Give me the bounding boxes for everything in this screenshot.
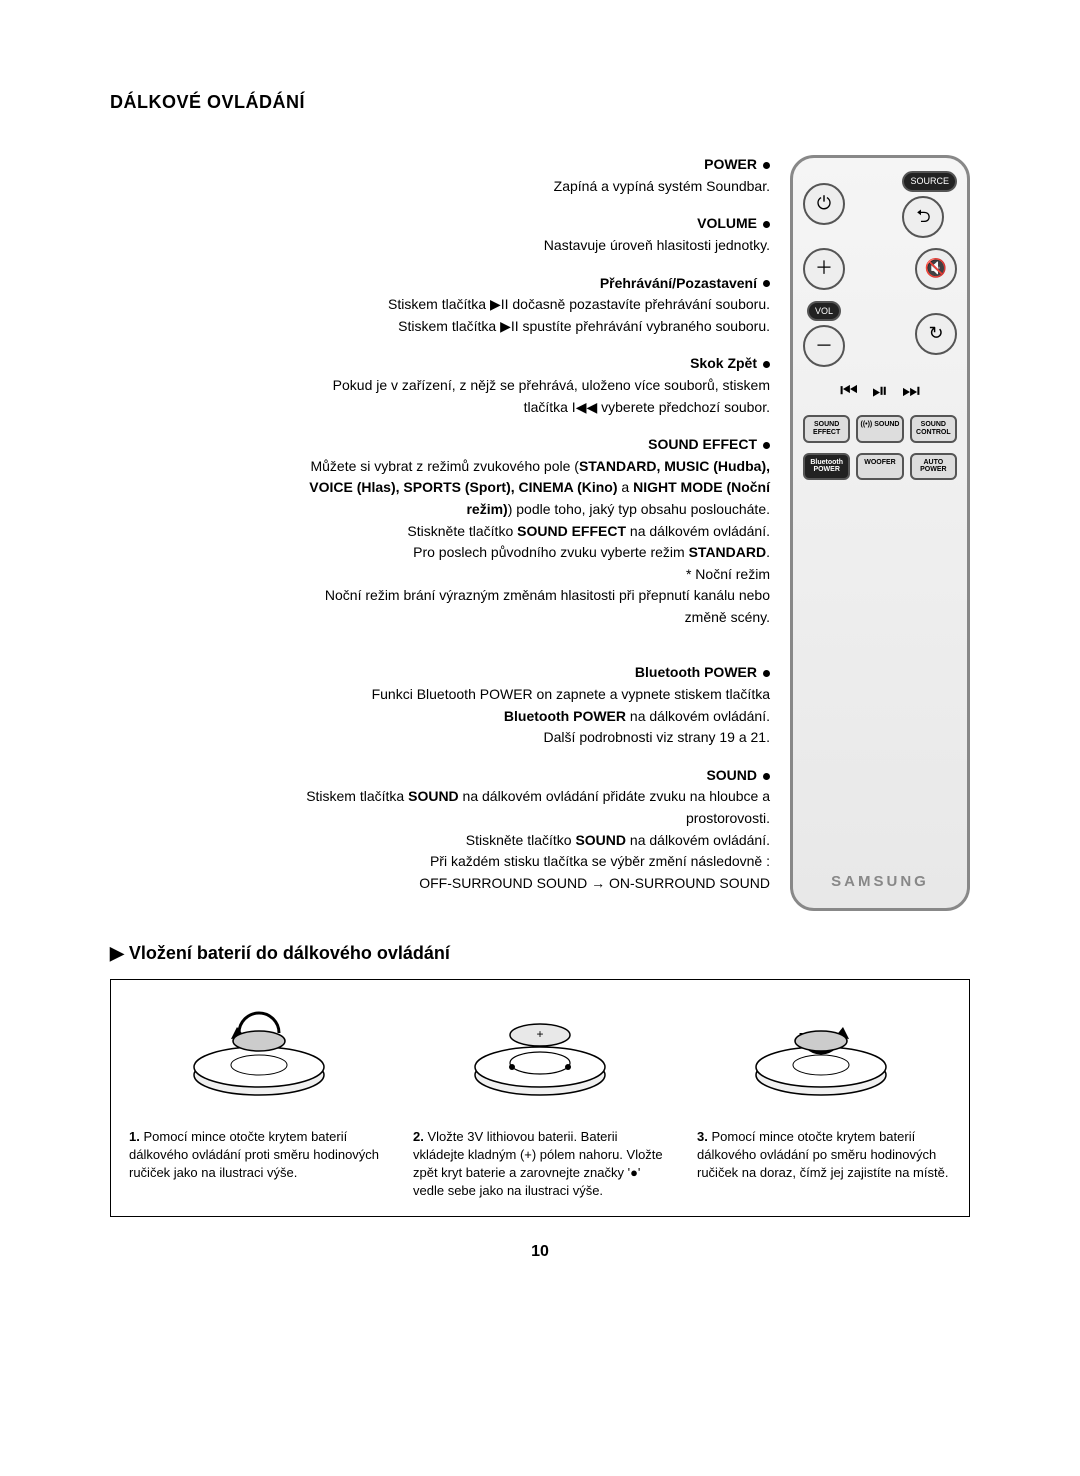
section-volume: VOLUME Nastavuje úroveň hlasitosti jedno… [110, 214, 770, 255]
remote-btn-woofer: WOOFER [856, 453, 903, 480]
volume-up-icon: ＋ [803, 248, 845, 290]
skip-back-icon: ⏮ [840, 377, 858, 405]
btpower-l1: Funkci Bluetooth POWER on zapnete a vypn… [110, 685, 770, 705]
section-playpause: Přehrávání/Pozastavení Stiskem tlačítka … [110, 274, 770, 337]
remote-btn-autopower: AUTO POWER [910, 453, 957, 480]
battery-image-2: + [410, 1000, 671, 1110]
remote-btn-soundeffect: SOUND EFFECT [803, 415, 850, 442]
bullet-icon [763, 773, 770, 780]
soundeffect-l2: VOICE (Hlas), SPORTS (Sport), CINEMA (Ki… [110, 478, 770, 498]
skipback-title: Skok Zpět [690, 355, 757, 371]
section-power: POWER Zapíná a vypíná systém Soundbar. [110, 155, 770, 196]
bullet-icon [763, 361, 770, 368]
battery-heading: ▶ Vložení baterií do dálkového ovládání [110, 941, 970, 966]
repeat-icon: ↻ [915, 313, 957, 355]
soundeffect-l1: Můžete si vybrat z režimů zvukového pole… [110, 457, 770, 477]
page-title: DÁLKOVÉ OVLÁDÁNÍ [110, 90, 970, 115]
source-icon: ⮌ [902, 196, 944, 238]
play-pause-icon: ⏯ [872, 377, 888, 405]
sound-title: SOUND [706, 767, 757, 783]
playpause-line1: Stiskem tlačítka ▶II dočasně pozastavíte… [110, 295, 770, 315]
skip-forward-icon: ⏭ [902, 377, 920, 405]
vol-label: VOL [807, 301, 841, 322]
page-number: 10 [110, 1241, 970, 1263]
battery-image-3 [690, 1000, 951, 1110]
battery-image-1 [129, 1000, 390, 1110]
mute-icon: 🔇 [915, 248, 957, 290]
svg-text:+: + [536, 1027, 543, 1041]
sound-l5: OFF-SURROUND SOUND → ON-SURROUND SOUND [110, 874, 770, 894]
section-btpower: Bluetooth POWER Funkci Bluetooth POWER o… [110, 663, 770, 747]
power-text: Zapíná a vypíná systém Soundbar. [110, 177, 770, 197]
remote-illustration: ⏻ SOURCE ⮌ ＋ 🔇 VOL － ↻ ⏮ ⏯ ⏭ SOUND EFFEC… [790, 155, 970, 911]
main-content: POWER Zapíná a vypíná systém Soundbar. V… [110, 155, 970, 911]
sound-l3: Stiskněte tlačítko SOUND na dálkovém ovl… [110, 831, 770, 851]
sound-l2: prostorovosti. [110, 809, 770, 829]
battery-step-2: 2. Vložte 3V lithiovou baterii. Baterii … [413, 1128, 667, 1201]
soundeffect-note2: Noční režim brání výrazným změnám hlasit… [110, 586, 770, 606]
soundeffect-title: SOUND EFFECT [648, 436, 757, 452]
sound-l1: Stiskem tlačítka SOUND na dálkovém ovlád… [110, 787, 770, 807]
bullet-icon [763, 162, 770, 169]
battery-step-3: 3. Pomocí mince otočte krytem baterií dá… [697, 1128, 951, 1201]
volume-text: Nastavuje úroveň hlasitosti jednotky. [110, 236, 770, 256]
sound-l4: Při každém stisku tlačítka se výběr změn… [110, 852, 770, 872]
section-skipback: Skok Zpět Pokud je v zařízení, z nějž se… [110, 354, 770, 417]
btpower-title: Bluetooth POWER [635, 664, 757, 680]
remote-btn-btpower: Bluetooth POWER [803, 453, 850, 480]
soundeffect-l3: režim)) podle toho, jaký typ obsahu posl… [110, 500, 770, 520]
remote-btn-sound: ((•)) SOUND [856, 415, 903, 442]
remote-btn-soundcontrol: SOUND CONTROL [910, 415, 957, 442]
section-sound: SOUND Stiskem tlačítka SOUND na dálkovém… [110, 766, 770, 894]
skipback-line2: tlačítka I◀◀ vyberete předchozí soubor. [110, 398, 770, 418]
soundeffect-note3: změně scény. [110, 608, 770, 628]
soundeffect-note1: * Noční režim [110, 565, 770, 585]
volume-title: VOLUME [697, 215, 757, 231]
battery-box: + 1. Pomocí mince otočte krytem baterií … [110, 979, 970, 1218]
volume-down-icon: － [803, 325, 845, 367]
bullet-icon [763, 280, 770, 287]
brand-logo: SAMSUNG [831, 751, 929, 892]
btpower-l3: Další podrobnosti viz strany 19 a 21. [110, 728, 770, 748]
section-soundeffect: SOUND EFFECT Můžete si vybrat z režimů z… [110, 435, 770, 627]
descriptions-column: POWER Zapíná a vypíná systém Soundbar. V… [110, 155, 770, 911]
bullet-icon [763, 670, 770, 677]
bullet-icon [763, 442, 770, 449]
soundeffect-l4: Stiskněte tlačítko SOUND EFFECT na dálko… [110, 522, 770, 542]
source-label: SOURCE [902, 171, 957, 192]
btpower-l2: Bluetooth POWER na dálkovém ovládání. [110, 707, 770, 727]
playpause-title: Přehrávání/Pozastavení [600, 275, 757, 291]
power-title: POWER [704, 156, 757, 172]
soundeffect-l5: Pro poslech původního zvuku vyberte reži… [110, 543, 770, 563]
battery-steps: 1. Pomocí mince otočte krytem baterií dá… [129, 1128, 951, 1201]
skipback-line1: Pokud je v zařízení, z nějž se přehrává,… [110, 376, 770, 396]
bullet-icon [763, 221, 770, 228]
power-icon: ⏻ [803, 183, 845, 225]
battery-step-1: 1. Pomocí mince otočte krytem baterií dá… [129, 1128, 383, 1201]
playpause-line2: Stiskem tlačítka ▶II spustíte přehrávání… [110, 317, 770, 337]
